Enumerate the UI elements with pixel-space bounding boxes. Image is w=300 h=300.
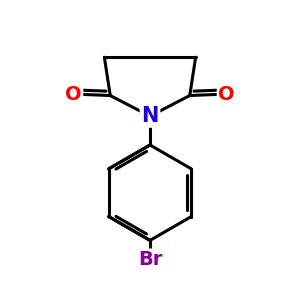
Text: N: N	[141, 106, 159, 126]
Text: O: O	[65, 85, 82, 104]
Text: Br: Br	[138, 250, 162, 269]
Text: O: O	[218, 85, 235, 104]
